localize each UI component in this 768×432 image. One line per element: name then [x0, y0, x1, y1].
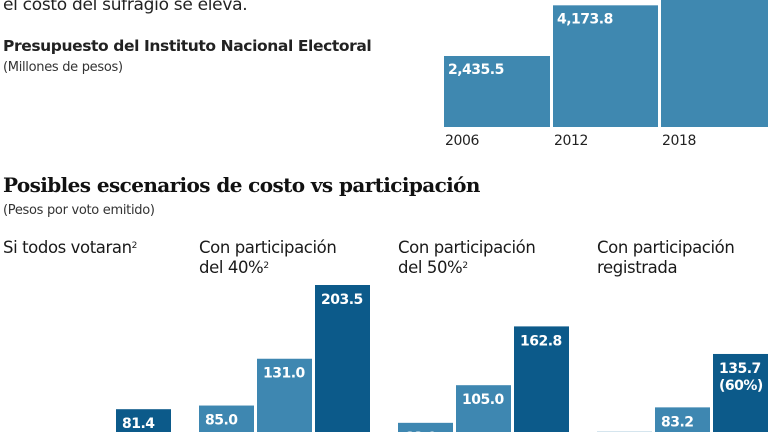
group-title-line2-text: del 50% — [398, 258, 463, 277]
scenario-bar-label: 83.2 — [661, 414, 694, 430]
scenario-bar-3-2018 — [514, 326, 569, 432]
footnote-marker: 2 — [462, 261, 468, 271]
lead-text: el costo del sufragio se eleva. — [3, 0, 248, 15]
group-title-all-vote: Si todos votaran2 — [3, 238, 137, 258]
scenario-bar-label: 203.5 — [321, 292, 363, 308]
scenario-bar-1-2018 — [116, 409, 171, 432]
budget-axis-label: 2018 — [662, 133, 696, 149]
scenario-bar-3-2006 — [398, 422, 453, 432]
scenario-bar-2-2018 — [315, 285, 370, 432]
scenario-bar-2-2012 — [257, 358, 312, 432]
budget-chart-subtitle: (Millones de pesos) — [3, 60, 123, 75]
footnote-marker: 2 — [263, 261, 269, 271]
group-title-line2: registrada — [597, 258, 678, 277]
scenario-bar-label: (60%) — [719, 378, 763, 394]
group-title-line2: del 40%2 — [199, 258, 336, 278]
budget-bar-2006 — [444, 56, 550, 127]
group-title-line2: del 50%2 — [398, 258, 535, 278]
scenario-bar-label: 135.7 — [719, 361, 761, 377]
group-title-line1: Con participación — [398, 238, 536, 257]
scenario-bar-label: 85.0 — [205, 413, 238, 429]
scenario-bar-label: 162.8 — [520, 333, 562, 349]
scenarios-chart-title: Posibles escenarios de costo vs particip… — [3, 173, 480, 197]
scenarios-chart-subtitle: (Pesos por voto emitido) — [3, 203, 155, 218]
budget-bar-label: 2,435.5 — [448, 62, 504, 78]
scenario-bar-label: 68.0 — [404, 430, 437, 432]
group-title-registered: Con participación registrada — [597, 238, 735, 278]
budget-bar-label: 4,173.8 — [557, 11, 613, 27]
scenario-bar-label: 131.0 — [263, 366, 306, 382]
group-title-line1: Si todos votaran — [3, 238, 132, 257]
budget-axis-label: 2006 — [445, 133, 480, 149]
group-title-line1: Con participación — [199, 238, 337, 257]
scenario-bar-2-2006 — [199, 405, 254, 432]
budget-axis-label: 2012 — [554, 133, 588, 149]
budget-chart-title: Presupuesto del Instituto Nacional Elect… — [3, 37, 372, 55]
budget-bar-2012 — [553, 5, 658, 128]
scenario-bar-4-2012 — [655, 407, 710, 432]
budget-bar-2018 — [661, 0, 768, 127]
group-title-line1: Con participación — [597, 238, 735, 257]
scenario-bar-4-2018 — [713, 353, 768, 432]
footnote-marker: 2 — [131, 241, 138, 251]
scenario-bar-label: 81.4 — [122, 416, 155, 432]
group-title-50: Con participación del 50%2 — [398, 238, 536, 278]
scenario-bar-3-2012 — [456, 385, 511, 432]
scenario-bar-label: 105.0 — [462, 392, 505, 408]
group-title-40: Con participación del 40%2 — [199, 238, 337, 278]
group-title-line2-text: del 40% — [199, 258, 264, 277]
